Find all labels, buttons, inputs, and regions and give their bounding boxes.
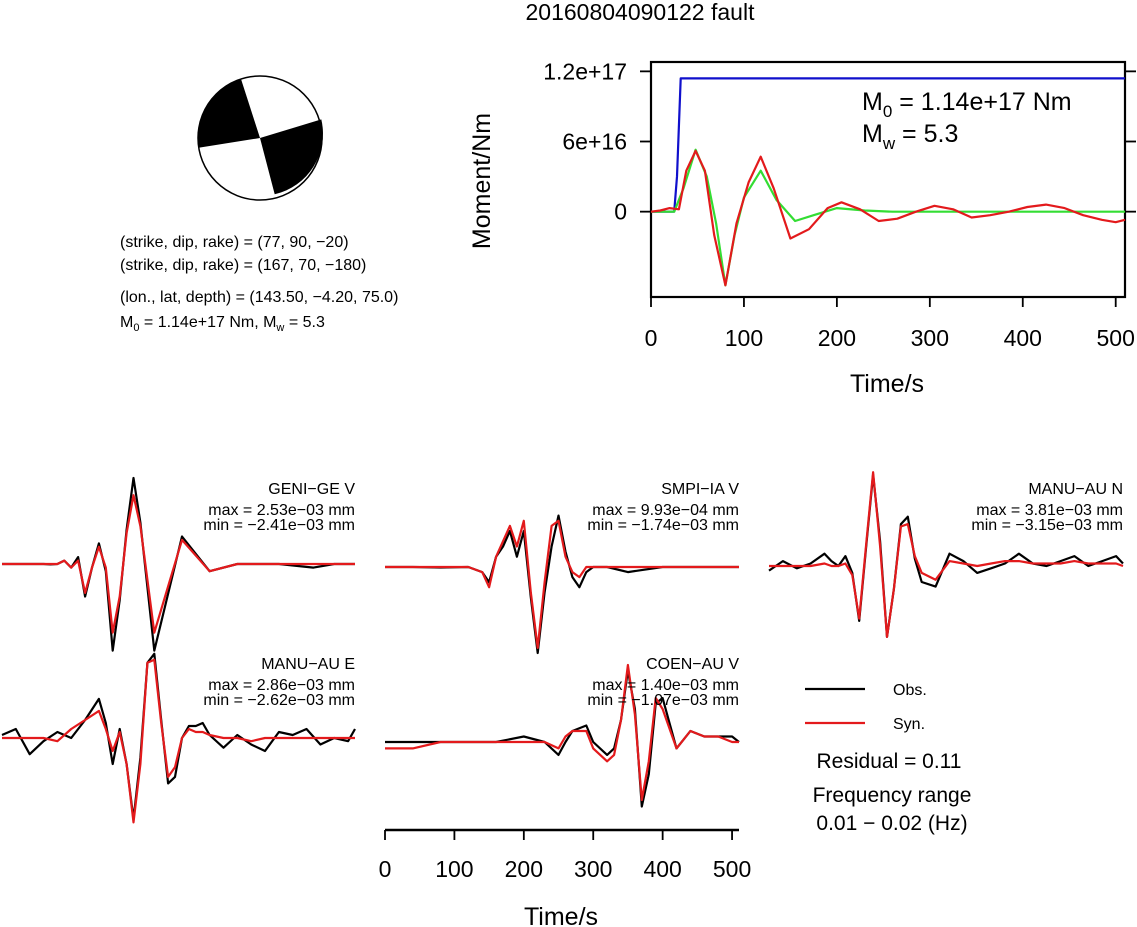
amplitude-max: max = 9.93e−04 mm xyxy=(592,502,739,519)
observed-trace xyxy=(1,652,356,821)
amplitude-max: max = 3.81e−03 mm xyxy=(976,502,1123,519)
observed-trace xyxy=(768,473,1124,638)
moment-xlabel: Time/s xyxy=(850,370,924,398)
moment-x-tick-label: 300 xyxy=(911,325,949,351)
waveform-x-tick-label: 300 xyxy=(574,856,612,882)
synthetic-trace xyxy=(385,663,739,802)
beachball-icon xyxy=(197,75,323,201)
moment-plot-frame xyxy=(649,60,1127,299)
location-depth: (lon., lat, depth) = (143.50, −4.20, 75.… xyxy=(120,289,398,306)
amplitude-min: min = −1.07e−03 mm xyxy=(587,692,739,709)
moment-series xyxy=(650,77,1126,287)
moment-fit-line xyxy=(650,149,1126,287)
amplitude-min: min = −2.41e−03 mm xyxy=(203,517,355,534)
synthetic-trace xyxy=(769,471,1124,638)
amplitude-min: min = −1.74e−03 mm xyxy=(587,517,739,534)
focal-parameters: (strike, dip, rake) = (77, 90, −20) (str… xyxy=(120,234,398,334)
waveform-x-tick-label: 100 xyxy=(435,856,473,882)
moment-y-tick-label: 6e+16 xyxy=(562,129,627,155)
moment-mw-label: Mw = 5.3 xyxy=(862,120,958,153)
moment-x-tick-label: 400 xyxy=(1004,325,1042,351)
moment-rate-plot: Moment/Nm Time/s 0 100 200 300 400 500 0 6e+16 1… xyxy=(468,58,1136,398)
waveform-x-tick-label: 200 xyxy=(505,856,543,882)
moment-x-tick-label: 100 xyxy=(725,325,763,351)
legend-syn-label: Syn. xyxy=(893,716,925,733)
strike-dip-rake-2: (strike, dip, rake) = (167, 70, −180) xyxy=(120,257,366,274)
moment-y-tick-label: 0 xyxy=(614,199,627,225)
amplitude-max: max = 2.86e−03 mm xyxy=(208,677,355,694)
moment-ylabel: Moment/Nm xyxy=(468,113,496,249)
residual-text: Residual = 0.11 xyxy=(817,750,962,773)
beachball-compressional-quadrant-1 xyxy=(197,79,260,148)
waveform-legend: Obs. Syn. Residual = 0.11 Frequency rang… xyxy=(805,682,971,835)
strike-dip-rake-1: (strike, dip, rake) = (77, 90, −20) xyxy=(120,234,349,251)
figure-title: 20160804090122 fault xyxy=(526,0,756,25)
station-label: MANU−AU N xyxy=(1028,481,1123,498)
moment-magnitude-summary: M0 = 1.14e+17 Nm, Mw = 5.3 xyxy=(120,314,325,334)
frequency-range-title: Frequency range xyxy=(813,784,972,807)
synthetic-trace xyxy=(2,658,355,824)
moment-x-tick-label: 200 xyxy=(818,325,856,351)
station-label: MANU−AU E xyxy=(261,656,355,673)
waveform-time-axis: 0 100 200 300 400 500 xyxy=(379,828,751,882)
frequency-range-value: 0.01 − 0.02 (Hz) xyxy=(816,812,967,835)
synthetic-trace xyxy=(385,519,739,649)
amplitude-max: max = 1.40e−03 mm xyxy=(592,677,739,694)
station-label: GENI−GE V xyxy=(268,481,355,498)
beachball-compressional-quadrant-2 xyxy=(260,119,323,195)
moment-rate-line xyxy=(651,148,1125,287)
station-label: COEN−AU V xyxy=(646,656,739,673)
amplitude-min: min = −2.62e−03 mm xyxy=(203,692,355,709)
moment-x-tick-label: 0 xyxy=(645,325,658,351)
waveform-xlabel: Time/s xyxy=(524,903,598,927)
waveform-x-tick-label: 400 xyxy=(643,856,681,882)
moment-m0-label: M0 = 1.14e+17 Nm xyxy=(862,88,1072,121)
legend-obs-label: Obs. xyxy=(893,682,927,699)
moment-x-tick-label: 500 xyxy=(1097,325,1135,351)
station-label: SMPI−IA V xyxy=(661,481,739,498)
moment-y-tick-label: 1.2e+17 xyxy=(543,58,627,84)
synthetic-trace xyxy=(2,494,355,634)
waveform-x-tick-label: 500 xyxy=(713,856,751,882)
moment-axes: 0 100 200 300 400 500 0 6e+16 1.2e+17 xyxy=(543,58,1136,351)
amplitude-max: max = 2.53e−03 mm xyxy=(208,502,355,519)
amplitude-min: min = −3.15e−03 mm xyxy=(971,517,1123,534)
waveform-x-tick-label: 0 xyxy=(379,856,392,882)
